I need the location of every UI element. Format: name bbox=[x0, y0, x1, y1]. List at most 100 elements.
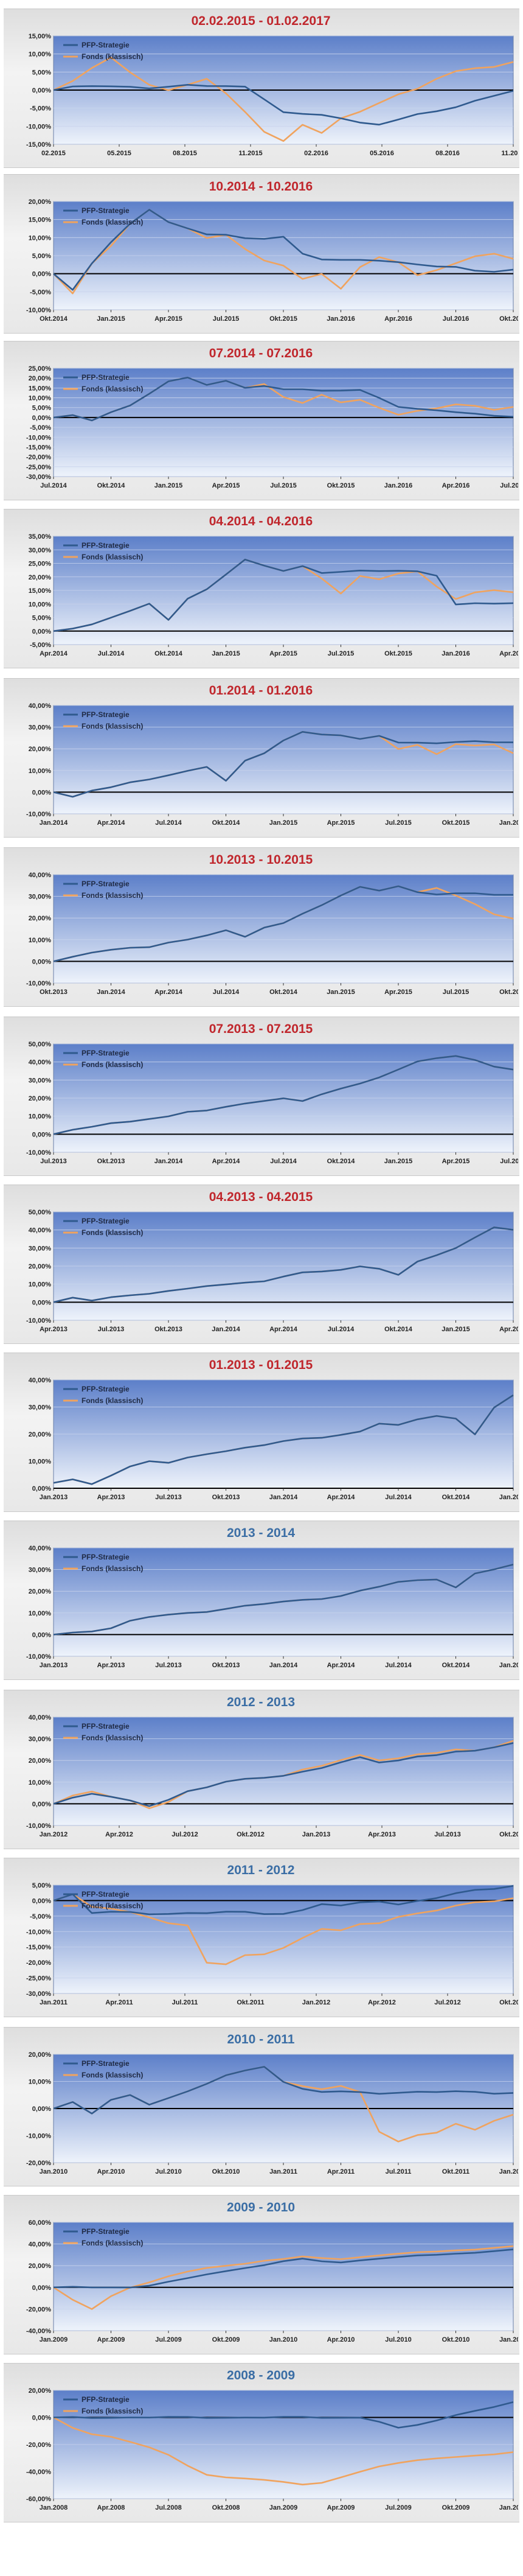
x-tick-label: Jul.2010 bbox=[385, 2336, 411, 2343]
chart-title: 10.2014 - 10.2016 bbox=[209, 180, 313, 194]
y-tick-label: -30,00% bbox=[26, 1990, 51, 1998]
x-tick-label: Apr.2009 bbox=[327, 2504, 355, 2511]
series-line-pfp-strategie bbox=[53, 1742, 514, 1807]
series-line-pfp-strategie bbox=[53, 731, 514, 798]
chart-title: 04.2013 - 04.2015 bbox=[209, 1190, 313, 1204]
chart-svg: 04.2014 - 04.2016 35,00% 30,00% 25,00% 20,00… bbox=[29, 514, 518, 657]
y-tick-label: -10,00% bbox=[26, 2133, 51, 2140]
x-tick-label: Okt.2013 bbox=[40, 989, 68, 996]
y-tick-label: 0,00% bbox=[32, 1897, 51, 1905]
y-tick-label: 20,00% bbox=[29, 1757, 52, 1765]
y-tick-label: 10,00% bbox=[29, 1281, 52, 1289]
x-tick-label: Jan.2016 bbox=[384, 482, 412, 489]
chart-title: 07.2014 - 07.2016 bbox=[209, 346, 313, 360]
legend-label-strategy: PFP-Strategie bbox=[81, 2059, 130, 2068]
x-tick-label: Jan.2014 bbox=[269, 1662, 298, 1669]
x-tick-label: Okt.2015 bbox=[442, 819, 470, 827]
y-tick-label: 20,00% bbox=[29, 1431, 52, 1438]
x-tick-label: Apr.2014 bbox=[327, 1494, 356, 1501]
chart-panel: 2013 - 2014 40,00% 30,00% 20,00% 10,00% 0,00%… bbox=[4, 1521, 519, 1680]
x-tick-label: Jan.2014 bbox=[97, 989, 125, 996]
x-tick-label: Okt.2014 bbox=[97, 482, 126, 489]
x-tick-label: Okt.2012 bbox=[237, 1831, 265, 1838]
y-tick-label: 10,00% bbox=[29, 601, 52, 608]
y-tick-label: 20,00% bbox=[29, 375, 52, 382]
legend-label-fund: Fonds (klassisch) bbox=[81, 2239, 143, 2247]
y-tick-label: -10,00% bbox=[26, 1149, 51, 1157]
y-tick-label: 10,00% bbox=[29, 768, 52, 775]
y-tick-label: 0,00% bbox=[32, 87, 51, 94]
y-tick-label: 0,00% bbox=[32, 1485, 51, 1493]
chart-title: 2009 - 2010 bbox=[227, 2200, 295, 2214]
x-tick-label: Okt.2008 bbox=[212, 2504, 240, 2511]
legend-label-fund: Fonds (klassisch) bbox=[81, 1902, 143, 1910]
x-tick-label: Okt.2014 bbox=[327, 1158, 356, 1165]
x-tick-label: Jan.2013 bbox=[302, 1831, 330, 1838]
x-tick-label: Apr.2015 bbox=[212, 482, 240, 489]
chart-title: 2012 - 2013 bbox=[227, 1695, 295, 1709]
x-tick-label: Apr.2014 bbox=[97, 819, 126, 827]
x-tick-label: Jan.2011 bbox=[40, 1999, 68, 2006]
x-tick-label: Jan.2015 bbox=[154, 482, 182, 489]
series-line-pfp-strategie bbox=[53, 1055, 514, 1135]
y-tick-label: 40,00% bbox=[29, 1377, 52, 1384]
y-tick-label: 30,00% bbox=[29, 1245, 52, 1252]
x-tick-label: Jan.2015 bbox=[212, 650, 240, 657]
y-tick-label: 20,00% bbox=[29, 746, 52, 753]
x-tick-label: 02.2016 bbox=[304, 150, 328, 157]
y-tick-label: -25,00% bbox=[26, 1975, 51, 1983]
x-tick-label: Jul.2015 bbox=[443, 989, 469, 996]
y-tick-label: -15,00% bbox=[26, 1944, 51, 1951]
y-tick-label: 5,00% bbox=[32, 1882, 51, 1889]
x-tick-label: Jan.2015 bbox=[269, 819, 297, 827]
legend-label-strategy: PFP-Strategie bbox=[81, 1049, 130, 1057]
chart-svg: 2011 - 2012 5,00% 0,00% -5,00% -10,00% -15,00… bbox=[26, 1863, 518, 2006]
y-tick-label: -25,00% bbox=[26, 464, 51, 471]
x-tick-label: Okt.2014 bbox=[442, 1494, 471, 1501]
y-tick-label: 30,00% bbox=[29, 894, 52, 901]
plot-area bbox=[53, 1717, 514, 1826]
chart-svg: 2010 - 2011 20,00% 10,00% 0,00% -10,00% -20,0… bbox=[26, 2032, 518, 2175]
y-tick-label: 20,00% bbox=[29, 915, 52, 922]
x-tick-label: Jul.2009 bbox=[385, 2504, 411, 2511]
y-tick-label: -10,00% bbox=[26, 811, 51, 818]
x-tick-label: Apr.2013 bbox=[97, 1662, 125, 1669]
chart-panel: 2012 - 2013 40,00% 30,00% 20,00% 10,00% 0,00%… bbox=[4, 1690, 519, 1849]
x-tick-label: Jan.2012 bbox=[40, 1831, 68, 1838]
chart-panel: 02.02.2015 - 01.02.2017 15,00% 10,00% 5,00%… bbox=[4, 9, 519, 168]
x-tick-label: Jan.2010 bbox=[40, 2168, 68, 2175]
y-tick-label: 20,00% bbox=[29, 1588, 52, 1595]
y-tick-label: 20,00% bbox=[29, 1095, 52, 1102]
x-tick-label: Jul.2015 bbox=[385, 819, 411, 827]
series-line-pfp-strategie bbox=[53, 885, 513, 962]
legend-label-strategy: PFP-Strategie bbox=[81, 206, 130, 215]
legend-label-strategy: PFP-Strategie bbox=[81, 2227, 130, 2236]
x-tick-label: Jan.2014 bbox=[269, 1494, 298, 1501]
chart-panel: 2008 - 2009 20,00% 0,00% -20,00% -40,00% -60,… bbox=[4, 2363, 519, 2522]
y-tick-label: 10,00% bbox=[29, 1113, 52, 1121]
x-tick-label: Apr.2012 bbox=[105, 1831, 133, 1838]
legend-label-fund: Fonds (klassisch) bbox=[81, 1228, 143, 1237]
y-tick-label: 40,00% bbox=[29, 872, 52, 879]
series-line-pfp-strategie bbox=[53, 1227, 514, 1303]
x-tick-label: Jul.2016 bbox=[443, 315, 469, 323]
y-tick-label: -30,00% bbox=[26, 474, 51, 481]
chart-title: 04.2014 - 04.2016 bbox=[209, 514, 313, 528]
x-tick-label: Jul.2013 bbox=[40, 1158, 66, 1165]
y-tick-label: 20,00% bbox=[29, 2051, 52, 2059]
x-tick-label: Apr.2010 bbox=[327, 2336, 355, 2343]
chart-title: 10.2013 - 10.2015 bbox=[209, 853, 313, 867]
y-tick-label: 15,00% bbox=[29, 385, 52, 392]
y-tick-label: 30,00% bbox=[29, 547, 52, 554]
x-tick-label: Jul.2014 bbox=[385, 1662, 412, 1669]
y-tick-label: 15,00% bbox=[29, 33, 52, 40]
plot-area bbox=[53, 1885, 514, 1994]
x-tick-label: Okt.2014 bbox=[384, 1326, 413, 1333]
chart-panel: 2009 - 2010 60,00% 40,00% 20,00% 0,00% -20,00… bbox=[4, 2195, 519, 2354]
y-tick-label: -10,00% bbox=[26, 307, 51, 314]
y-tick-label: 10,00% bbox=[29, 937, 52, 944]
x-tick-label: Jul.2013 bbox=[155, 1494, 181, 1501]
y-tick-label: -15,00% bbox=[26, 444, 51, 451]
legend-label-fund: Fonds (klassisch) bbox=[81, 385, 143, 393]
series-line-pfp-strategie bbox=[53, 1885, 514, 1916]
